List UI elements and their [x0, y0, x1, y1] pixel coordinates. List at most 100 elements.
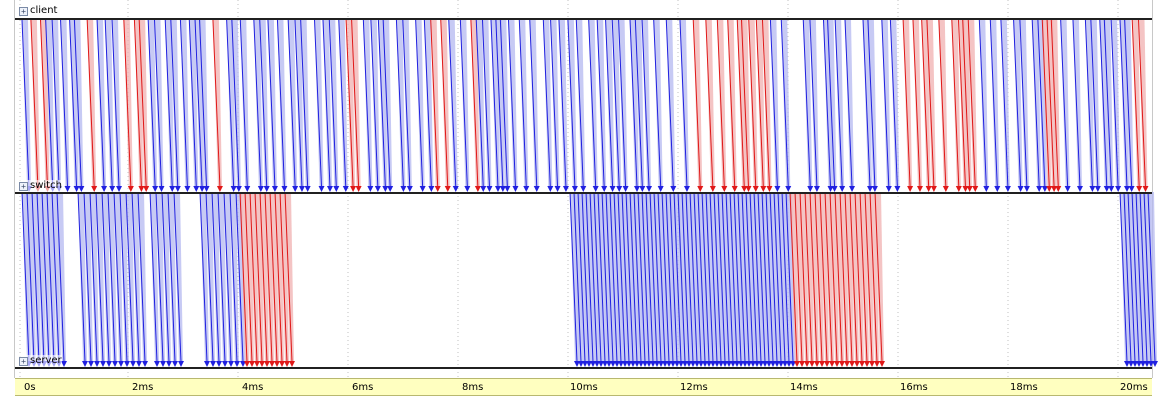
data-message-arrow[interactable]	[989, 19, 1001, 192]
data-message-arrow[interactable]	[101, 191, 112, 367]
ack-message-arrow[interactable]	[926, 19, 937, 192]
data-message-arrow[interactable]	[300, 19, 311, 192]
data-message-arrow[interactable]	[253, 19, 264, 192]
data-message-arrow[interactable]	[567, 19, 578, 192]
ack-message-arrow[interactable]	[440, 19, 451, 192]
data-message-arrow[interactable]	[1060, 19, 1071, 192]
data-message-arrow[interactable]	[780, 19, 792, 192]
server-track-label[interactable]: + server	[19, 355, 62, 367]
data-message-arrow[interactable]	[96, 19, 108, 192]
ack-message-arrow[interactable]	[430, 19, 441, 192]
data-message-arrow[interactable]	[104, 19, 116, 192]
data-message-arrow[interactable]	[529, 19, 540, 192]
ack-message-arrow[interactable]	[741, 19, 752, 192]
ack-message-arrow[interactable]	[30, 19, 41, 192]
data-message-arrow[interactable]	[89, 191, 100, 367]
data-message-arrow[interactable]	[507, 19, 519, 192]
data-message-arrow[interactable]	[338, 19, 349, 192]
data-message-arrow[interactable]	[1103, 19, 1115, 192]
data-message-arrow[interactable]	[167, 191, 178, 367]
data-message-arrow[interactable]	[809, 19, 820, 192]
data-message-arrow[interactable]	[481, 19, 493, 192]
data-message-arrow[interactable]	[113, 191, 124, 367]
data-message-arrow[interactable]	[223, 191, 234, 367]
expand-icon[interactable]: +	[19, 181, 28, 191]
data-message-arrow[interactable]	[499, 19, 511, 192]
data-message-arrow[interactable]	[83, 191, 94, 367]
data-message-arrow[interactable]	[1031, 19, 1043, 192]
data-message-arrow[interactable]	[978, 19, 990, 192]
data-message-arrow[interactable]	[259, 19, 270, 192]
ack-message-arrow[interactable]	[1050, 19, 1062, 192]
data-message-arrow[interactable]	[867, 19, 878, 192]
ack-message-arrow[interactable]	[755, 19, 767, 192]
data-message-arrow[interactable]	[131, 191, 142, 367]
data-message-arrow[interactable]	[518, 19, 530, 192]
data-message-arrow[interactable]	[415, 19, 426, 192]
ack-message-arrow[interactable]	[912, 19, 923, 192]
switch-track-label[interactable]: + switch	[19, 180, 62, 192]
ack-message-arrow[interactable]	[345, 19, 357, 192]
data-message-arrow[interactable]	[402, 19, 413, 192]
data-message-arrow[interactable]	[611, 19, 623, 192]
data-message-arrow[interactable]	[618, 19, 629, 192]
data-message-arrow[interactable]	[173, 191, 184, 367]
data-message-arrow[interactable]	[205, 191, 216, 367]
ack-message-arrow[interactable]	[951, 19, 962, 192]
data-message-arrow[interactable]	[1090, 19, 1101, 192]
ack-message-arrow[interactable]	[86, 19, 98, 192]
data-message-arrow[interactable]	[550, 19, 561, 192]
data-message-arrow[interactable]	[542, 19, 554, 192]
ack-message-arrow[interactable]	[716, 19, 728, 192]
data-message-arrow[interactable]	[170, 19, 181, 192]
data-message-arrow[interactable]	[95, 191, 106, 367]
data-message-arrow[interactable]	[73, 19, 85, 192]
data-message-arrow[interactable]	[60, 19, 71, 192]
ack-message-arrow[interactable]	[212, 19, 223, 192]
data-message-arrow[interactable]	[423, 19, 435, 192]
data-message-arrow[interactable]	[1147, 191, 1158, 367]
data-message-arrow[interactable]	[199, 191, 210, 367]
data-message-arrow[interactable]	[77, 191, 88, 367]
data-message-arrow[interactable]	[634, 19, 646, 192]
data-message-arrow[interactable]	[827, 19, 838, 192]
data-message-arrow[interactable]	[155, 191, 166, 367]
data-message-arrow[interactable]	[322, 19, 333, 192]
ack-message-arrow[interactable]	[692, 19, 704, 192]
data-message-arrow[interactable]	[834, 19, 846, 192]
data-message-arrow[interactable]	[211, 191, 222, 367]
data-message-arrow[interactable]	[111, 19, 123, 192]
data-message-arrow[interactable]	[653, 19, 664, 192]
data-message-arrow[interactable]	[147, 19, 159, 192]
data-message-arrow[interactable]	[370, 19, 381, 192]
data-message-arrow[interactable]	[229, 191, 240, 367]
data-message-arrow[interactable]	[1000, 19, 1011, 192]
ack-message-arrow[interactable]	[748, 19, 759, 192]
data-message-arrow[interactable]	[382, 19, 394, 192]
data-message-arrow[interactable]	[199, 19, 210, 192]
data-message-arrow[interactable]	[56, 191, 67, 367]
data-message-arrow[interactable]	[448, 19, 459, 192]
data-message-arrow[interactable]	[107, 191, 118, 367]
data-message-arrow[interactable]	[161, 191, 172, 367]
ack-message-arrow[interactable]	[123, 19, 134, 192]
data-message-arrow[interactable]	[1072, 19, 1083, 192]
data-message-arrow[interactable]	[605, 19, 616, 192]
data-message-arrow[interactable]	[1110, 19, 1122, 192]
ack-message-arrow[interactable]	[902, 19, 914, 192]
data-message-arrow[interactable]	[889, 19, 901, 192]
data-message-arrow[interactable]	[679, 19, 690, 192]
data-message-arrow[interactable]	[769, 19, 781, 192]
ack-message-arrow[interactable]	[962, 19, 973, 192]
data-message-arrow[interactable]	[149, 191, 160, 367]
ack-message-arrow[interactable]	[761, 19, 773, 192]
data-message-arrow[interactable]	[362, 19, 374, 192]
data-message-arrow[interactable]	[1013, 19, 1024, 192]
data-message-arrow[interactable]	[844, 19, 856, 192]
data-message-arrow[interactable]	[588, 19, 599, 192]
data-message-arrow[interactable]	[125, 191, 136, 367]
data-message-arrow[interactable]	[217, 191, 228, 367]
ack-message-arrow[interactable]	[284, 191, 295, 367]
ack-message-arrow[interactable]	[727, 19, 738, 192]
data-message-arrow[interactable]	[294, 19, 305, 192]
